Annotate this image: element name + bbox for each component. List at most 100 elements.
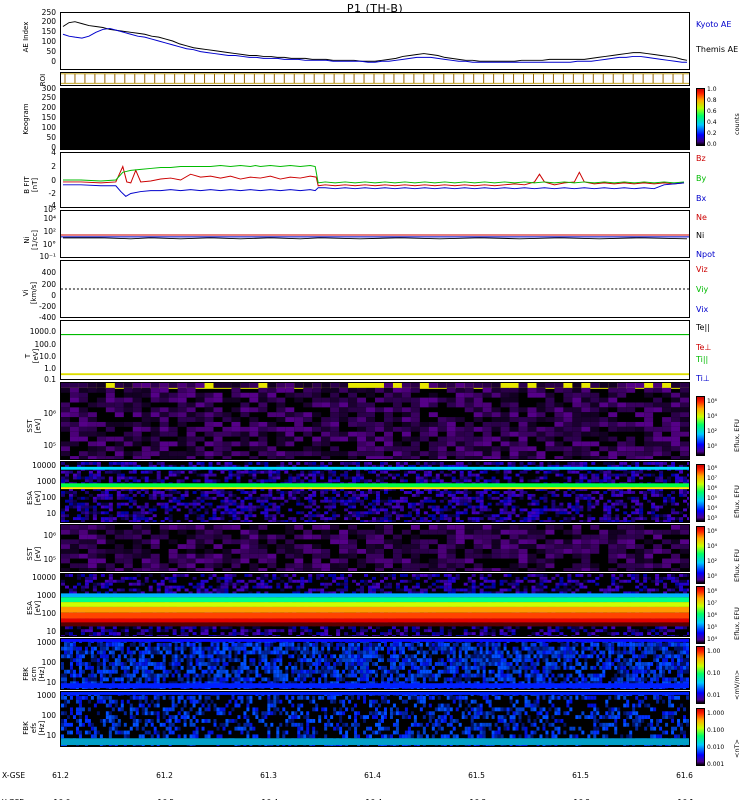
legend-te-par: Te|| [696,323,710,332]
esa2-cbar-title: Eflux, EFU [733,607,741,640]
vi-ytick-m200: -200 [38,302,56,311]
esa1-cbar-tick-4: 10⁵ [707,495,718,502]
esa1-ytick-100: 100 [41,493,56,502]
fbkefs-cbar-tick-3: 0.010 [707,744,725,751]
xcol3-x: 61.4 [364,771,381,780]
sst1-cbar-tick-3: 10² [707,428,718,435]
fbk-efs-axis-label: FBK efs [Hz] [22,702,46,754]
keogram-cbar-title: counts [733,113,741,135]
sst2-ytick-1e5: 10⁵ [43,555,56,564]
legend-ti-par: Ti|| [696,355,709,364]
fbkefs-ytick-1000: 1000 [36,691,56,700]
keo-ytick-200: 200 [41,103,56,112]
xcol0-y: -16.6 [38,798,83,800]
esa2-cbar-tick-3: 10⁶ [707,612,718,619]
esa2-ytick-100: 100 [41,609,56,618]
xcol2-y: -16.4 [246,798,291,800]
t-ytick-1: 1.0 [44,364,56,373]
esa2-ytick-1000: 1000 [36,591,56,600]
sst1-ytick-1e5: 10⁵ [43,441,56,450]
roi-plot [61,73,689,85]
esa-1-colorbar [696,464,705,522]
sst2-cbar-tick-4: 10⁰ [707,573,718,580]
panel-b-fit [60,152,690,208]
ae-ytick-250: 250 [41,8,56,17]
fbk-scm-colorbar [696,646,705,704]
legend-kyoto-ae: Kyoto AE [696,20,732,29]
xcol3-y: -16.4 [350,798,395,800]
fbk-efs-colorbar [696,708,705,766]
panel-vi [60,260,690,318]
esa1-cbar-tick-1: 10⁸ [707,465,718,472]
esa1-cbar-tick-2: 10⁷ [707,475,718,482]
xaxis-row-label-x-gse: X-GSE [2,771,26,780]
esa2-cbar-tick-5: 10⁴ [707,636,718,643]
xaxis-row-labels: X-GSE Y-GSE Z-GSE hhmm 2017 Dec 16 [2,753,50,800]
keogram-cbar-tick-5: 0.2 [707,130,717,137]
vi-ytick-0: 0 [51,291,56,300]
xaxis-column-1: 61.2 -16.5 5.2 1620 [142,753,187,800]
sst1-cbar-tick-2: 10⁴ [707,413,718,420]
legend-bx: Bx [696,194,707,203]
esa2-cbar-tick-4: 10⁵ [707,624,718,631]
panel-ae-index [60,12,690,70]
legend-by: By [696,174,707,183]
fbkefs-cbar-title: <nT> [733,739,741,758]
legend-npot: Npot [696,250,716,259]
legend-vix: Vix [696,305,709,314]
ae-ytick-200: 200 [41,17,56,26]
ni-ytick-1em1: 10⁻¹ [39,252,56,261]
sst2-cbar-tick-1: 10⁶ [707,528,718,535]
sst2-cbar-tick-3: 10² [707,558,718,565]
keogram-cbar-tick-6: 0.0 [707,141,717,148]
keogram-cbar-tick-2: 0.8 [707,97,717,104]
esa-2-colorbar [696,586,705,644]
xcol4-x: 61.5 [468,771,485,780]
legend-viy: Viy [696,285,709,294]
ni-ytick-1e2: 10² [43,227,56,236]
xaxis-column-2: 61.3 -16.4 5.2 1640 [246,753,291,800]
page-title: P1 (TH-B) [346,2,404,15]
sst1-cbar-title: Eflux, EFU [733,419,741,452]
xcol4-y: -16.3 [454,798,499,800]
sst1-cbar-tick-4: 10⁰ [707,443,718,450]
fbkefs-cbar-tick-1: 1.000 [707,710,725,717]
sst2-cbar-tick-2: 10⁴ [707,543,718,550]
ae-ytick-50: 50 [46,47,56,56]
xaxis-column-5: 61.5 -16.2 5.3 1740 [558,753,603,800]
panel-esa-2 [60,573,690,637]
xcol6-y: -16.1 [662,798,707,800]
xaxis-row-label-y-gse: Y-GSE [2,798,50,800]
ae-ytick-150: 150 [41,27,56,36]
vi-ytick-400: 400 [41,268,56,277]
panel-fbk-scm [60,638,690,690]
keo-ytick-100: 100 [41,123,56,132]
panel-roi [60,72,690,86]
panel-temperature [60,320,690,380]
keo-ytick-250: 250 [41,93,56,102]
keogram-cbar-tick-4: 0.4 [707,119,717,126]
sst1-cbar-tick-1: 10⁶ [707,398,718,405]
fbkscm-cbar-tick-2: 0.10 [707,670,721,677]
bfit-ytick-m4: -4 [48,201,56,210]
sst-1-colorbar [696,396,705,456]
xcol5-y: -16.2 [558,798,603,800]
legend-viz: Viz [696,265,708,274]
keogram-cbar-tick-1: 1.0 [707,86,717,93]
xaxis-column-6: 61.6 -16.1 5.3 1800 [662,753,707,800]
panel-keogram [60,88,690,150]
legend-ne: Ne [696,213,707,222]
esa1-cbar-tick-5: 10⁴ [707,505,718,512]
t-ytick-10: 10.0 [39,352,56,361]
temperature-plot [61,321,689,379]
legend-ti-perp: Ti⊥ [696,374,710,383]
legend-themis-ae: Themis AE [696,45,739,54]
xaxis-column-3: 61.4 -16.4 5.3 1700 [350,753,395,800]
esa2-cbar-tick-2: 10⁷ [707,600,718,607]
xcol5-x: 61.5 [572,771,589,780]
fbkscm-cbar-title: <mV/m> [733,669,741,700]
keo-ytick-150: 150 [41,113,56,122]
keogram-cbar-tick-3: 0.6 [707,108,717,115]
fbkefs-cbar-tick-4: 0.001 [707,761,725,768]
sst1-ytick-1e6: 10⁶ [43,409,56,418]
